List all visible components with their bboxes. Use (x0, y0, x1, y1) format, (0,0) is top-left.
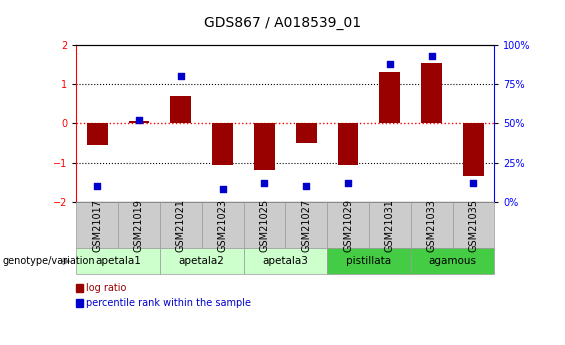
Text: GSM21029: GSM21029 (343, 199, 353, 252)
Text: apetala3: apetala3 (262, 256, 308, 266)
Text: genotype/variation: genotype/variation (3, 256, 95, 266)
Bar (212, 124, 233, 165)
Point (344, 180, 353, 186)
Point (385, 61, 394, 67)
Text: GSM21031: GSM21031 (385, 199, 395, 252)
Point (260, 180, 269, 186)
Point (134, 117, 144, 123)
Text: GSM21035: GSM21035 (468, 199, 479, 252)
Bar (463, 124, 484, 176)
Point (302, 184, 311, 189)
Text: percentile rank within the sample: percentile rank within the sample (86, 298, 251, 308)
Text: GSM21021: GSM21021 (176, 199, 186, 252)
Bar (380, 72, 400, 124)
Point (93, 184, 102, 189)
Text: apetala1: apetala1 (95, 256, 141, 266)
Text: GSM21033: GSM21033 (427, 199, 437, 252)
Point (176, 73, 185, 79)
Bar (76, 284, 83, 292)
Text: GSM21025: GSM21025 (259, 199, 270, 252)
Text: GSM21019: GSM21019 (134, 199, 144, 252)
Point (469, 180, 478, 186)
Point (218, 187, 227, 192)
Bar (296, 124, 316, 143)
Text: GSM21027: GSM21027 (301, 199, 311, 252)
Bar (254, 124, 275, 170)
Bar (338, 124, 359, 165)
Text: apetala2: apetala2 (179, 256, 225, 266)
Text: agamous: agamous (429, 256, 476, 266)
Text: GSM21023: GSM21023 (218, 199, 228, 252)
Bar (171, 96, 191, 124)
Text: GSM21017: GSM21017 (92, 199, 102, 252)
Text: GDS867 / A018539_01: GDS867 / A018539_01 (204, 16, 361, 30)
Bar (87, 124, 107, 145)
Text: pistillata: pistillata (346, 256, 392, 266)
Bar (129, 121, 149, 124)
Bar (76, 299, 83, 307)
Text: log ratio: log ratio (86, 283, 127, 293)
Point (427, 53, 436, 59)
Bar (421, 62, 442, 124)
